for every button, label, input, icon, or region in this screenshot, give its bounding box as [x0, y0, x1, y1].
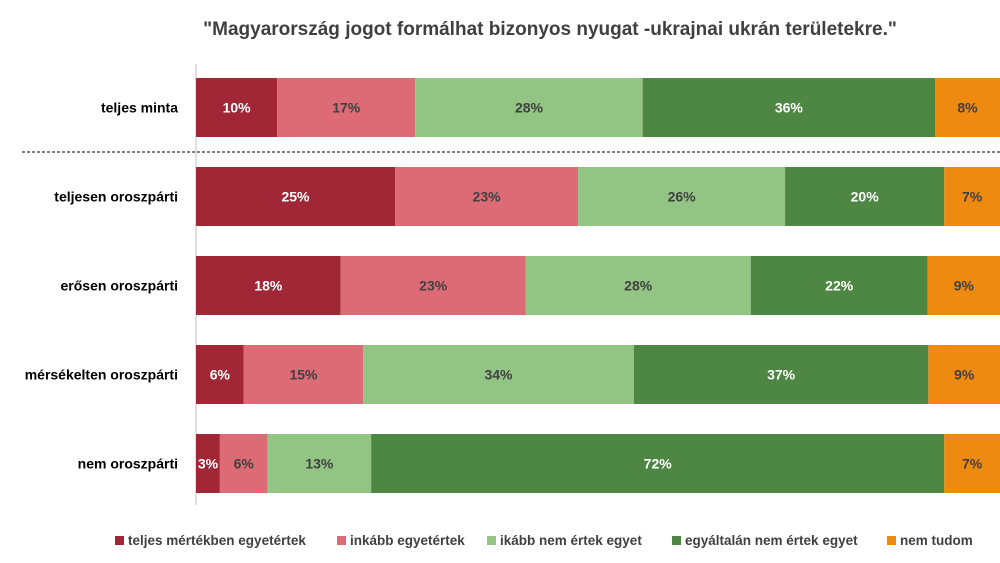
data-label: 6% [210, 367, 231, 383]
legend-swatch [337, 536, 346, 545]
bar-segment [750, 256, 928, 315]
data-label: 10% [223, 100, 252, 116]
bar-segment [785, 167, 945, 226]
legend-swatch [487, 536, 496, 545]
bar-segment [935, 78, 1000, 137]
data-label: 17% [332, 100, 361, 116]
bar-segment [277, 78, 416, 137]
legend-label: inkább egyetértek [350, 533, 465, 548]
bars: 10% 17% 28% 36% 8% 25% 23% 26% 20% 7% 18% 23% 28% 22%… [196, 78, 1000, 493]
data-label: 6% [234, 456, 255, 472]
bar-segment [243, 345, 364, 404]
data-label: 26% [668, 189, 697, 205]
data-label: 23% [419, 278, 448, 294]
bar-segment [196, 434, 220, 493]
bar-segment [196, 256, 341, 315]
legend-label: ikább nem értek egyet [500, 533, 642, 548]
data-label: 13% [305, 456, 334, 472]
bar-segment [642, 78, 936, 137]
data-label: 37% [767, 367, 796, 383]
category-labels: teljes minta teljesen oroszpárti erősen or… [25, 100, 179, 472]
bar-segment [944, 434, 1000, 493]
data-label: 28% [515, 100, 544, 116]
data-label: 18% [254, 278, 283, 294]
legend-label: teljes mértékben egyetértek [128, 533, 306, 548]
data-label: 28% [624, 278, 653, 294]
bar-segment [340, 256, 526, 315]
category-label: teljesen oroszpárti [54, 189, 178, 205]
data-label: 8% [957, 100, 978, 116]
bar-segment [196, 167, 396, 226]
legend-swatch [887, 536, 896, 545]
category-label: mérsékelten oroszpárti [25, 367, 178, 383]
legend-label: nem tudom [900, 533, 973, 548]
data-label: 22% [825, 278, 854, 294]
data-label: 3% [198, 456, 219, 472]
bar-segment [363, 345, 634, 404]
data-label: 23% [473, 189, 502, 205]
bar-segment [196, 78, 278, 137]
chart-title: "Magyarország jogot formálhat bizonyos n… [203, 19, 897, 40]
data-label: 72% [644, 456, 673, 472]
legend-swatch [672, 536, 681, 545]
bar-segment [525, 256, 751, 315]
category-label: nem oroszpárti [78, 456, 178, 472]
category-label: teljes minta [101, 100, 178, 116]
data-label: 7% [962, 456, 983, 472]
legend: teljes mértékben egyetértek inkább egyeté… [115, 533, 973, 548]
data-label: 7% [962, 189, 983, 205]
bar-segment [633, 345, 929, 404]
bar-segment [927, 256, 1000, 315]
category-label: erősen oroszpárti [61, 278, 178, 294]
bar-segment [371, 434, 945, 493]
data-label: 34% [484, 367, 513, 383]
bar-segment [395, 167, 579, 226]
data-label: 25% [281, 189, 310, 205]
bar-segment [196, 345, 244, 404]
bar-segment [415, 78, 643, 137]
legend-label: egyáltalán nem értek egyet [685, 533, 858, 548]
data-label: 9% [954, 367, 975, 383]
data-label: 20% [851, 189, 880, 205]
bar-segment [578, 167, 786, 226]
bar-segment [219, 434, 268, 493]
bar-segment [928, 345, 1000, 404]
data-label: 9% [954, 278, 975, 294]
data-label: 15% [289, 367, 318, 383]
bar-segment [944, 167, 1000, 226]
data-label: 36% [775, 100, 804, 116]
legend-swatch [115, 536, 124, 545]
bar-segment [267, 434, 372, 493]
